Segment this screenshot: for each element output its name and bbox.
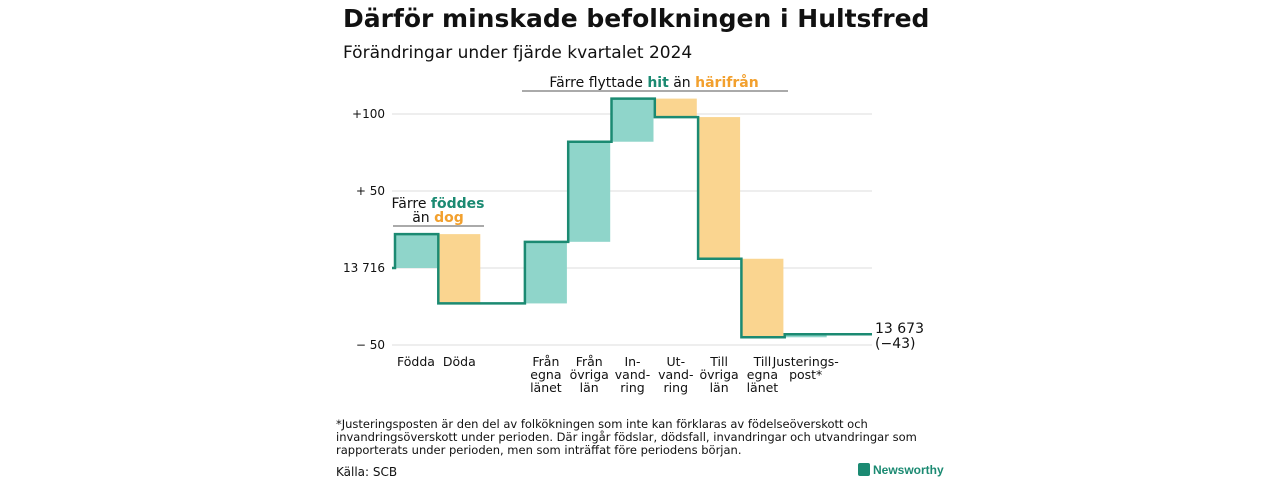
bar-tillövrigalän: [698, 117, 741, 259]
step-line: [392, 97, 872, 339]
annotation-part: dog: [434, 210, 464, 226]
category-label: övriga: [570, 367, 609, 382]
category-label: In-: [624, 354, 640, 369]
annotation-text: Färre flyttade hit än härifrån: [549, 74, 758, 91]
grid-lines: [392, 113, 872, 346]
category-label: länet: [530, 380, 562, 395]
bar-födda: [395, 234, 437, 268]
end-change: (−43): [875, 336, 915, 352]
annotation-text: Färre föddes: [392, 196, 485, 212]
y-tick-label: − 50: [356, 338, 385, 352]
annotation-part: hit: [647, 75, 669, 91]
end-value: 13 673: [875, 321, 924, 337]
category-label: Ut-: [667, 354, 686, 369]
bar-frånegnalänet: [524, 241, 567, 304]
newsworthy-logo-icon: [858, 463, 870, 476]
y-tick-label: +100: [352, 107, 385, 121]
category-label: egna: [530, 367, 561, 382]
bar-justeringspost: [784, 334, 827, 338]
chart-subtitle: Förändringar under fjärde kvartalet 2024: [343, 43, 693, 63]
annotation-part: än: [412, 210, 434, 226]
bars: [395, 98, 827, 338]
cumulative-step-line: [392, 97, 872, 339]
brand-logo: Newsworthy: [858, 463, 944, 477]
category-label: ring: [620, 380, 644, 395]
category-label: övriga: [699, 367, 738, 382]
y-tick-label: 13 716: [343, 261, 385, 275]
chart-title: Därför minskade befolkningen i Hultsfred: [343, 4, 930, 33]
category-label: Justerings-: [772, 354, 839, 369]
annotation-part: härifrån: [695, 74, 759, 91]
bar-invandring: [611, 98, 654, 142]
annotation-text: än dog: [412, 210, 464, 226]
category-label: Från: [532, 354, 559, 369]
category-label: Till: [753, 354, 772, 369]
bar-döda: [438, 234, 481, 304]
category-label: Födda: [397, 354, 435, 369]
y-tick-label: + 50: [356, 184, 385, 198]
source: Källa: SCB: [336, 465, 398, 479]
category-label: vand-: [615, 367, 650, 382]
bar-tillegnalänet: [741, 258, 784, 338]
category-label: Till: [709, 354, 728, 369]
category-label: Döda: [443, 354, 476, 369]
brand-name: Newsworthy: [873, 463, 944, 477]
category-label: län: [710, 380, 729, 395]
category-label: Från: [576, 354, 603, 369]
annotation-part: Färre flyttade: [549, 75, 647, 91]
category-label: länet: [747, 380, 779, 395]
end-value-label: 13 673(−43): [875, 321, 924, 352]
y-tick-labels: − 50 13 716 + 50 +100: [343, 107, 385, 352]
bar-utvandring: [654, 98, 697, 118]
category-labels: Födda Döda FrånegnalänetFrånövrigalänIn-va…: [397, 354, 839, 395]
annotation-part: föddes: [431, 196, 485, 212]
category-label: egna: [747, 367, 778, 382]
category-label: vand-: [658, 367, 693, 382]
category-label: post*: [789, 367, 822, 382]
annotation-part: Färre: [392, 196, 431, 212]
category-label: län: [580, 380, 599, 395]
footnote: *Justeringsposten är den del av folkökni…: [336, 417, 917, 457]
category-label: ring: [664, 380, 688, 395]
bar-frånövrigalän: [568, 141, 611, 242]
annotation-part: än: [669, 75, 695, 91]
